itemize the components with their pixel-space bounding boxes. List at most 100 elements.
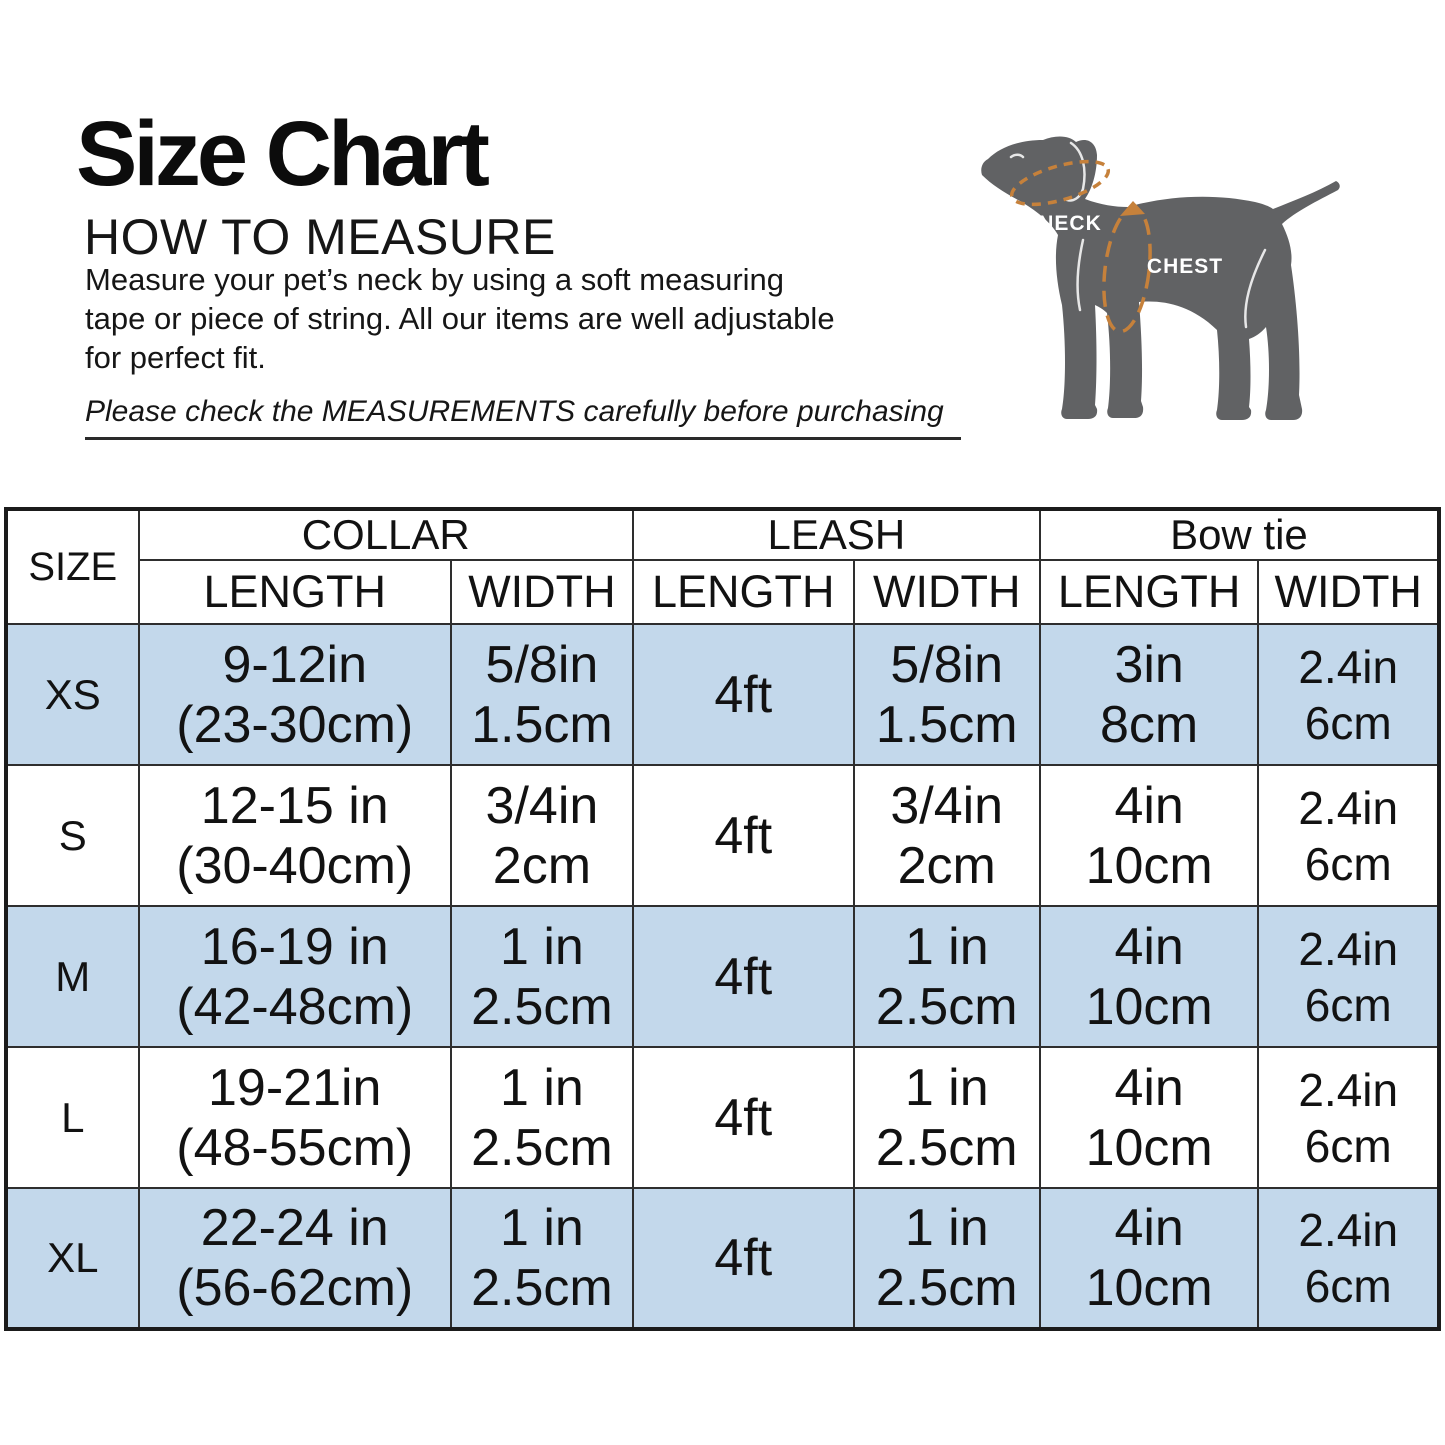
measurement-line: 1.5cm <box>875 695 1018 754</box>
measurement-line: 2.5cm <box>471 1118 613 1177</box>
dog-silhouette <box>981 136 1340 420</box>
how-to-measure-heading: HOW TO MEASURE <box>84 209 556 265</box>
measurement-line: 2.5cm <box>875 1118 1018 1177</box>
measurement-cell: 3/4in 2cm <box>449 764 634 907</box>
measurement-line: 4ft <box>714 947 773 1006</box>
measurement-cell: 2.4in 6cm <box>1257 623 1440 766</box>
measurement-line: 4ft <box>714 1088 773 1147</box>
leash-width-header: WIDTH <box>852 559 1041 625</box>
measurement-cell: 4in 10cm <box>1038 1046 1260 1189</box>
measurement-line: 5/8in <box>890 635 1004 694</box>
size-label: XS <box>5 623 140 766</box>
measurement-line: 6cm <box>1304 837 1392 890</box>
dog-sketch-highlights <box>1009 141 1267 409</box>
description-line: for perfect fit. <box>85 340 266 375</box>
table-group-header-row: SIZE COLLAR LEASH Bow tie <box>5 508 1441 625</box>
measurement-cell: 16-19 in (42-48cm) <box>137 905 452 1048</box>
measurement-cell: 1 in 2.5cm <box>449 1046 634 1189</box>
measurement-cell: 5/8in 1.5cm <box>852 623 1041 766</box>
measurement-cell: 5/8in 1.5cm <box>449 623 634 766</box>
measurement-line: 6cm <box>1304 978 1392 1031</box>
measurement-cell: 1 in 2.5cm <box>852 1046 1041 1189</box>
measurement-line: 2.4in <box>1298 922 1399 975</box>
neck-measure-ellipse <box>1009 159 1111 207</box>
measurement-line: 5/8in <box>485 635 599 694</box>
measurement-cell: 2.4in 6cm <box>1257 764 1440 907</box>
size-table-body: XS 9-12in (23-30cm) 5/8in 1.5cm 4ft 5/8in 1.5cm… <box>5 623 1440 1330</box>
measurement-line: 1 in <box>904 1058 989 1117</box>
measurement-cell: 2.4in 6cm <box>1257 905 1440 1048</box>
size-chart-table: SIZE COLLAR LEASH Bow tie LENGTH WIDTH L… <box>4 507 1441 1331</box>
measurement-line: 10cm <box>1085 836 1213 895</box>
measurement-line: 4ft <box>714 665 773 724</box>
table-row: M 16-19 in (42-48cm) 1 in 2.5cm 4ft 1 in 2.5cm 4… <box>5 905 1440 1048</box>
measurement-line: 1 in <box>904 1199 989 1257</box>
measurement-line: 2cm <box>492 836 592 895</box>
measurement-line: 16-19 in <box>200 917 389 976</box>
measurement-line: 3/4in <box>890 776 1004 835</box>
measurement-cell: 19-21in (48-55cm) <box>137 1046 452 1189</box>
table-row: XS 9-12in (23-30cm) 5/8in 1.5cm 4ft 5/8in 1.5cm… <box>5 623 1440 766</box>
measurement-line: 3in <box>1114 635 1184 694</box>
measurement-cell: 4in 10cm <box>1038 905 1260 1048</box>
measurement-cell: 4in 10cm <box>1038 764 1260 907</box>
measurement-cell: 4in 10cm <box>1038 1187 1260 1330</box>
measurement-line: 1 in <box>500 917 584 976</box>
collar-width-header: WIDTH <box>449 559 634 625</box>
measure-description: Measure your pet’s neck by using a soft … <box>85 260 835 377</box>
measurement-line: 2.4in <box>1298 1063 1399 1116</box>
table-row: S 12-15 in (30-40cm) 3/4in 2cm 4ft 3/4in 2cm 4in… <box>5 764 1440 907</box>
size-label: L <box>5 1046 140 1189</box>
measurement-cell: 2.4in 6cm <box>1257 1187 1440 1330</box>
dog-diagram: NECK CHEST <box>981 136 1340 420</box>
measurement-cell: 3in 8cm <box>1038 623 1260 766</box>
measurement-cell: 4ft <box>631 1187 855 1330</box>
measurement-line: 2.5cm <box>875 977 1018 1036</box>
measurement-cell: 4ft <box>631 764 855 907</box>
measurement-line: 2.4in <box>1298 1204 1399 1256</box>
measurement-line: 4in <box>1114 1199 1184 1257</box>
measurement-cell: 1 in 2.5cm <box>852 1187 1041 1330</box>
measurement-line: 2cm <box>897 836 996 895</box>
measurement-notice-underline: Please check the MEASUREMENTS carefully … <box>85 395 961 440</box>
measurement-line: 2.5cm <box>471 977 613 1036</box>
measurement-line: 4ft <box>714 1229 773 1287</box>
measurement-line: (42-48cm) <box>176 977 414 1036</box>
measurement-line: 1 in <box>904 917 989 976</box>
bowtie-width-header: WIDTH <box>1257 559 1440 625</box>
measurement-line: (23-30cm) <box>176 695 414 754</box>
bowtie-length-header: LENGTH <box>1038 559 1260 625</box>
measurement-line: 6cm <box>1304 1260 1392 1312</box>
measurement-line: 10cm <box>1085 1259 1213 1317</box>
measurement-line: 10cm <box>1085 1118 1213 1177</box>
measurement-cell: 1 in 2.5cm <box>449 905 634 1048</box>
measurement-cell: 1 in 2.5cm <box>852 905 1041 1048</box>
measurement-line: 8cm <box>1100 695 1199 754</box>
size-label: S <box>5 764 140 907</box>
measurement-line: 9-12in <box>222 635 368 694</box>
measurement-cell: 4ft <box>631 1046 855 1189</box>
measurement-line: 1.5cm <box>471 695 613 754</box>
neck-label: NECK <box>1038 212 1102 235</box>
table-subheader-row: LENGTH WIDTH LENGTH WIDTH LENGTH WIDTH <box>6 559 1440 625</box>
measurement-cell: 22-24 in (56-62cm) <box>137 1187 452 1330</box>
measurement-line: 1 in <box>500 1199 584 1257</box>
measurement-line: (56-62cm) <box>176 1259 414 1317</box>
measurement-line: 10cm <box>1085 977 1213 1036</box>
column-group-collar: COLLAR <box>137 508 634 561</box>
measurement-line: 22-24 in <box>200 1199 389 1257</box>
measurement-line: 19-21in <box>208 1058 382 1117</box>
description-line: Measure your pet’s neck by using a soft … <box>85 262 785 297</box>
measurement-cell: 2.4in 6cm <box>1257 1046 1440 1189</box>
column-group-leash: LEASH <box>631 508 1041 561</box>
size-label: XL <box>5 1187 140 1330</box>
measurement-line: 1 in <box>500 1058 584 1117</box>
measurement-cell: 9-12in (23-30cm) <box>137 623 452 766</box>
measurement-line: 2.4in <box>1298 640 1399 693</box>
measurement-line: 12-15 in <box>200 776 389 835</box>
chest-label: CHEST <box>1147 255 1223 278</box>
measurement-line: 6cm <box>1304 1119 1392 1172</box>
measurement-line: (48-55cm) <box>176 1118 414 1177</box>
measurement-line: 3/4in <box>485 776 599 835</box>
measurement-cell: 1 in 2.5cm <box>449 1187 634 1330</box>
